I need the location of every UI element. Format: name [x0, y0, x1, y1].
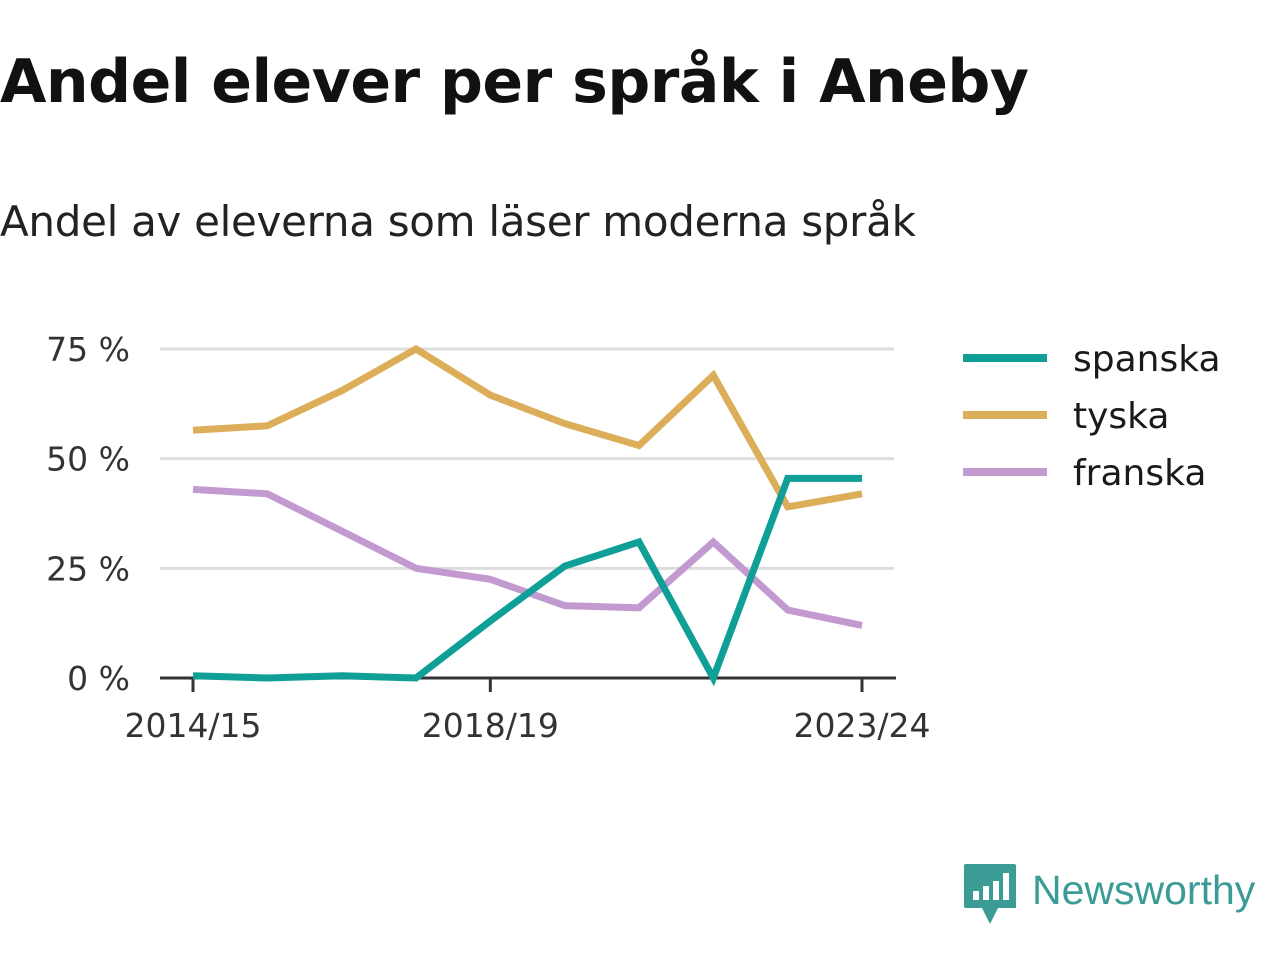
newsworthy-logo-icon: [964, 864, 1016, 924]
series-line-tyska: [192, 344, 863, 511]
axes: 0 % 25 % 50 % 75 % 2014/15 2018/19 2023/24: [46, 330, 930, 745]
y-tick-label: 25 %: [46, 549, 130, 588]
y-tick-label: 0 %: [67, 659, 130, 698]
chart-subtitle: Andel av eleverna som läser moderna språ…: [0, 197, 916, 246]
chart-title: Andel elever per språk i Aneby: [0, 47, 1029, 117]
gridlines: [160, 347, 894, 570]
x-tick-label: 2014/15: [124, 706, 261, 745]
newsworthy-brand: Newsworthy: [964, 864, 1255, 926]
series-line-spanska: [192, 474, 862, 687]
brand-name: Newsworthy: [1032, 867, 1256, 913]
legend-label-spanska: spanska: [1073, 339, 1221, 380]
legend-label-franska: franska: [1073, 453, 1206, 494]
legend-label-tyska: tyska: [1073, 396, 1169, 437]
x-tick-label: 2023/24: [793, 706, 930, 745]
legend: spanska tyska franska: [963, 339, 1221, 494]
series-lines: [192, 344, 863, 687]
x-tick-label: 2018/19: [422, 706, 559, 745]
y-tick-label: 75 %: [46, 330, 130, 369]
y-tick-label: 50 %: [46, 440, 130, 479]
